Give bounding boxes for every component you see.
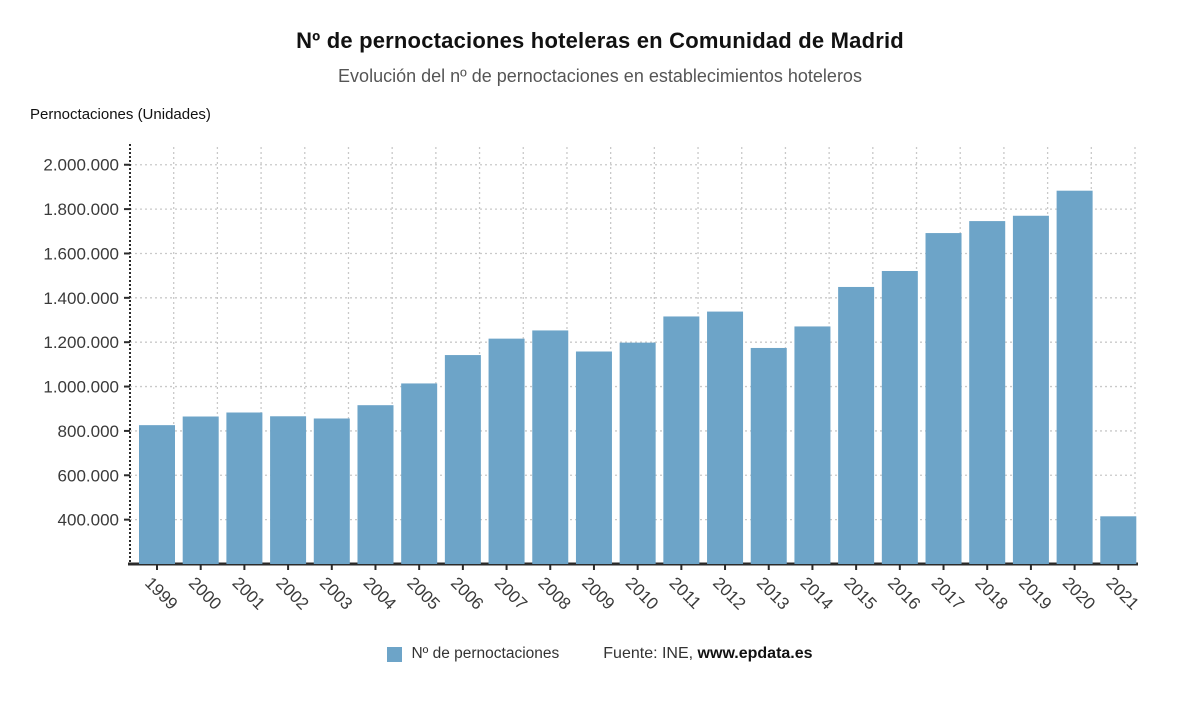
x-tick-label: 2019 [1015, 573, 1055, 613]
bar-2011 [663, 316, 700, 564]
x-tick-label: 2001 [229, 573, 269, 613]
source-site: www.epdata.es [697, 645, 813, 662]
bar-2010 [619, 342, 656, 564]
y-axis-title: Pernoctaciones (Unidades) [30, 106, 211, 123]
x-tick-label: 1999 [141, 573, 181, 613]
x-tick-label: 2016 [884, 573, 924, 613]
y-tick-label: 1.000.000 [43, 378, 119, 397]
x-tick-label: 2004 [360, 573, 400, 613]
y-tick-label: 1.200.000 [43, 333, 119, 352]
bar-2019 [1012, 215, 1049, 565]
bar-2016 [881, 270, 918, 564]
chart-title: Nº de pernoctaciones hoteleras en Comuni… [296, 28, 904, 53]
x-tick-label: 2014 [797, 573, 837, 613]
x-tick-label: 2013 [753, 573, 793, 613]
x-tick-label: 2002 [272, 573, 312, 613]
bar-2009 [575, 351, 612, 564]
y-tick-label: 800.000 [58, 422, 119, 441]
y-tick-label: 1.400.000 [43, 289, 119, 308]
bar-2002 [270, 416, 307, 564]
source-prefix: Fuente: INE, [603, 645, 698, 662]
x-tick-label: 2017 [928, 573, 968, 613]
x-tick-label: 2005 [403, 573, 443, 613]
x-tick-label: 2011 [666, 573, 705, 612]
bar-2004 [357, 405, 394, 564]
x-tick-label: 2008 [534, 573, 574, 613]
bar-2013 [750, 347, 787, 564]
x-tick-label: 2000 [185, 573, 225, 613]
x-tick-label: 2007 [491, 573, 531, 613]
chart-subtitle: Evolución del nº de pernoctaciones en es… [338, 66, 862, 86]
x-tick-label: 2021 [1102, 573, 1142, 613]
x-tick-label: 2009 [578, 573, 618, 613]
x-tick-label: 2010 [622, 573, 662, 613]
bar-2001 [226, 412, 263, 564]
legend-color-swatch [387, 646, 403, 662]
y-tick-label: 400.000 [58, 511, 119, 530]
bar-2008 [532, 330, 569, 564]
x-tick-label: 2003 [316, 573, 356, 613]
x-tick-label: 2012 [709, 573, 749, 613]
bar-2017 [925, 233, 962, 564]
bar-2014 [794, 326, 831, 564]
y-tick-label: 2.000.000 [43, 156, 119, 175]
y-tick-label: 1.600.000 [43, 244, 119, 263]
bar-2006 [444, 355, 481, 564]
bar-2000 [182, 416, 219, 564]
y-tick-label: 1.800.000 [43, 200, 119, 219]
bar-2020 [1056, 190, 1093, 564]
x-tick-label: 2018 [971, 573, 1011, 613]
legend-item-pernoctaciones: Nº de pernoctaciones [387, 645, 559, 663]
bar-2015 [838, 286, 875, 564]
bar-2003 [313, 418, 350, 564]
legend-label: Nº de pernoctaciones [411, 645, 560, 662]
bar-2007 [488, 338, 525, 564]
x-tick-label: 2015 [840, 573, 880, 613]
bar-2012 [707, 311, 744, 564]
bar-2005 [401, 383, 438, 564]
x-tick-label: 2020 [1059, 573, 1099, 613]
bar-2021 [1100, 516, 1137, 564]
bar-1999 [139, 425, 175, 564]
y-tick-label: 600.000 [58, 466, 119, 485]
source-attribution: Fuente: INE, www.epdata.es [603, 645, 812, 663]
legend-row: Nº de pernoctaciones Fuente: INE, www.ep… [0, 645, 1200, 663]
x-tick-label: 2006 [447, 573, 487, 613]
bar-2018 [969, 221, 1006, 564]
